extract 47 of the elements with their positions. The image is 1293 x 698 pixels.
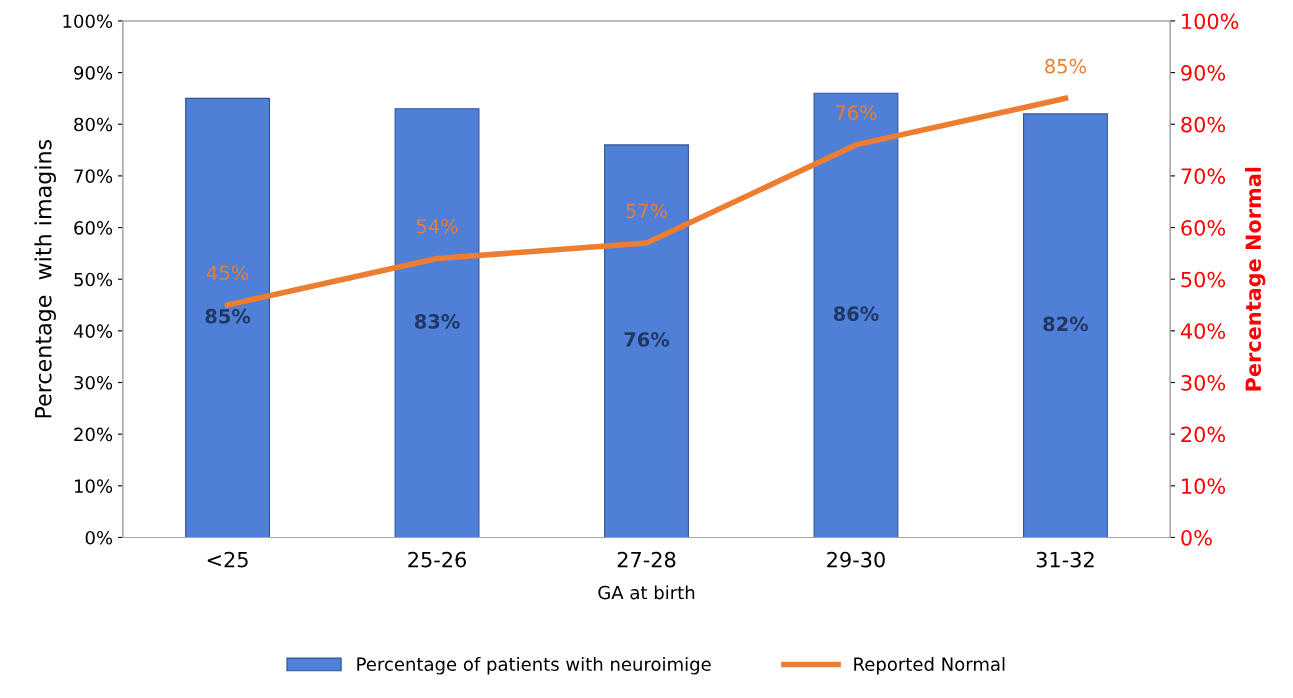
data-label: 83%	[414, 314, 460, 329]
y2-tick-label: 20%	[1181, 426, 1226, 443]
data-label: 85%	[205, 308, 251, 324]
y-tick-label: 80%	[74, 117, 113, 132]
x-tick-label: 27-28	[617, 551, 676, 568]
data-label: 82%	[1043, 316, 1089, 332]
data-label: 76%	[835, 105, 877, 120]
x-tick-label: 25-26	[408, 551, 466, 568]
data-label: 85%	[1045, 58, 1086, 74]
y2-tick-label: 100%	[1182, 13, 1239, 30]
data-label: 57%	[626, 203, 668, 219]
bar	[604, 144, 689, 538]
x-axis-title: GA at birth	[598, 585, 695, 600]
y-tick-label: 60%	[74, 221, 113, 235]
legend-label: Reported Normal	[854, 657, 1005, 675]
y-axis-title: Percentage with imagins	[34, 139, 56, 418]
x-tick-label: 31-32	[1036, 551, 1094, 568]
y-tick-label: 10%	[74, 479, 113, 493]
y2-tick-label: 10%	[1182, 478, 1226, 495]
x-tick-label: 29-30	[827, 551, 885, 568]
y-tick-label: 0%	[85, 530, 113, 545]
bar	[1022, 113, 1108, 538]
bar	[185, 97, 271, 538]
y2-tick-label: 40%	[1180, 323, 1226, 340]
y-tick-label: 20%	[74, 427, 113, 442]
data-label: 54%	[416, 218, 458, 234]
y2-tick-label: 60%	[1181, 220, 1226, 236]
data-label: 76%	[624, 332, 670, 347]
y-tick-label: 50%	[74, 272, 113, 287]
y2-tick-label: 0%	[1181, 529, 1212, 546]
y2-tick-label: 70%	[1181, 168, 1226, 185]
y-tick-label: 30%	[74, 375, 113, 390]
y2-tick-label: 30%	[1181, 374, 1226, 391]
y2-axis-title: Percentage Normal	[1245, 167, 1266, 391]
y-tick-label: 100%	[63, 14, 113, 29]
y2-tick-label: 90%	[1181, 65, 1226, 81]
bar	[813, 92, 899, 538]
y-tick-label: 70%	[74, 169, 113, 184]
data-label: 86%	[833, 306, 879, 321]
y2-tick-label: 80%	[1181, 116, 1226, 133]
bar	[394, 108, 480, 538]
x-tick-label: <25	[207, 551, 248, 568]
y-tick-label: 90%	[74, 66, 113, 80]
y-tick-label: 40%	[73, 324, 113, 338]
legend-label: Percentage of patients with neuroimige	[357, 657, 711, 675]
data-label: 45%	[206, 265, 249, 281]
y2-tick-label: 50%	[1181, 271, 1226, 288]
